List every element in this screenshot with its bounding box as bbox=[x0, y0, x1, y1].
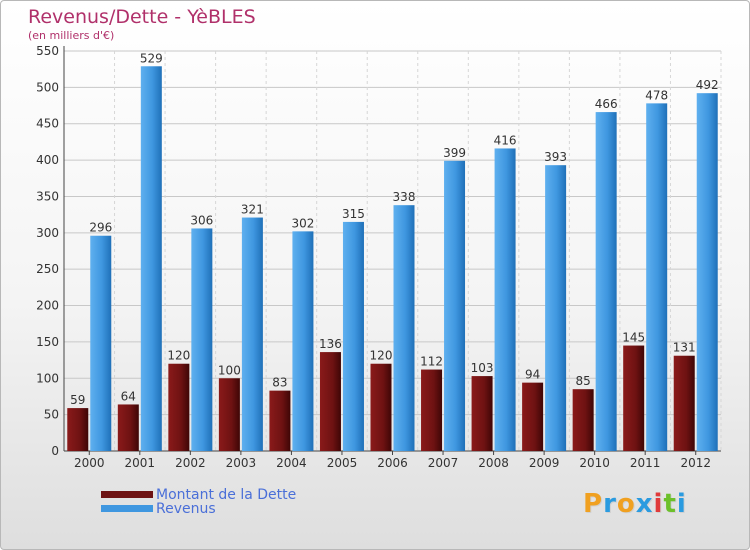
data-label: 321 bbox=[241, 203, 264, 217]
data-label: 492 bbox=[696, 78, 719, 92]
x-tick-label: 2010 bbox=[579, 456, 610, 470]
data-label: 315 bbox=[342, 207, 365, 221]
x-tick-label: 2003 bbox=[226, 456, 257, 470]
data-label: 306 bbox=[190, 213, 213, 227]
data-label: 136 bbox=[319, 337, 342, 351]
data-label: 296 bbox=[89, 221, 112, 235]
bar-dette bbox=[471, 376, 493, 451]
logo-letter: t bbox=[663, 489, 677, 519]
x-tick-label: 2000 bbox=[74, 456, 105, 470]
bar-dette bbox=[673, 355, 695, 451]
y-tick-label: 200 bbox=[36, 299, 59, 313]
data-label: 64 bbox=[121, 389, 136, 403]
x-tick-label: 2002 bbox=[175, 456, 206, 470]
legend-swatch-dette bbox=[101, 491, 153, 498]
bar-revenus bbox=[191, 228, 213, 451]
bar-revenus bbox=[696, 93, 718, 451]
data-label: 120 bbox=[167, 349, 190, 363]
logo-letter: i bbox=[653, 489, 664, 519]
bar-revenus bbox=[90, 235, 112, 451]
proxiti-logo: Proxiti bbox=[583, 489, 687, 519]
logo-letter: x bbox=[635, 489, 654, 519]
logo-letter: P bbox=[583, 489, 604, 519]
data-label: 529 bbox=[140, 51, 163, 65]
data-label: 131 bbox=[673, 341, 696, 355]
x-tick-label: 2007 bbox=[428, 456, 459, 470]
x-tick-label: 2005 bbox=[327, 456, 358, 470]
bar-dette bbox=[319, 352, 341, 451]
data-label: 94 bbox=[525, 368, 540, 382]
grid-lines bbox=[63, 50, 722, 452]
x-tick-label: 2008 bbox=[478, 456, 509, 470]
y-tick-label: 50 bbox=[44, 408, 59, 422]
data-label: 478 bbox=[645, 88, 668, 102]
data-label: 399 bbox=[443, 146, 466, 160]
legend-swatch-revenus bbox=[101, 505, 153, 512]
bar-dette bbox=[522, 382, 544, 451]
data-label: 85 bbox=[576, 374, 591, 388]
x-tick-label: 2011 bbox=[630, 456, 661, 470]
y-tick-label: 150 bbox=[36, 335, 59, 349]
bar-dette bbox=[218, 378, 240, 451]
x-tick-label: 2006 bbox=[377, 456, 408, 470]
bar-revenus bbox=[545, 165, 567, 451]
logo-letter: i bbox=[676, 489, 687, 519]
y-tick-label: 450 bbox=[36, 117, 59, 131]
y-tick-label: 0 bbox=[51, 444, 59, 458]
data-label: 59 bbox=[70, 393, 85, 407]
bar-dette bbox=[67, 408, 89, 451]
bar-dette bbox=[117, 404, 139, 451]
data-labels: 59 296 64 529 120 306 100 321 83 302 136 315 120 338 1… bbox=[70, 51, 719, 407]
bar-revenus bbox=[342, 221, 364, 451]
data-label: 466 bbox=[595, 97, 618, 111]
data-label: 103 bbox=[471, 361, 494, 375]
bar-dette bbox=[370, 363, 392, 451]
y-tick-label: 400 bbox=[36, 153, 59, 167]
bar-dette bbox=[572, 389, 594, 451]
data-label: 112 bbox=[420, 355, 443, 369]
y-tick-label: 550 bbox=[36, 44, 59, 58]
y-tick-label: 100 bbox=[36, 371, 59, 385]
bar-dette bbox=[421, 369, 443, 451]
y-tick-label: 500 bbox=[36, 80, 59, 94]
x-tick-label: 2009 bbox=[529, 456, 560, 470]
legend-label-dette: Montant de la Dette bbox=[156, 487, 297, 503]
bar-revenus bbox=[393, 205, 415, 451]
chart-title: Revenus/Dette - YèBLES bbox=[28, 6, 256, 28]
bar-revenus bbox=[646, 103, 668, 451]
bars bbox=[67, 66, 718, 452]
x-tick-label: 2001 bbox=[125, 456, 156, 470]
chart-subtitle: (en milliers d'€) bbox=[28, 29, 115, 42]
bar-revenus bbox=[494, 148, 516, 452]
data-label: 338 bbox=[393, 190, 416, 204]
bar-revenus bbox=[595, 112, 617, 451]
x-tick-label: 2012 bbox=[680, 456, 711, 470]
data-label: 100 bbox=[218, 363, 241, 377]
y-tick-label: 250 bbox=[36, 262, 59, 276]
axes: 0 50 100 150 200 250 300 350 400 450 500 550 2000 200… bbox=[36, 44, 721, 470]
logo-letter: r bbox=[603, 489, 617, 519]
bar-revenus bbox=[444, 160, 466, 451]
y-tick-label: 350 bbox=[36, 189, 59, 203]
data-label: 145 bbox=[622, 331, 645, 345]
bar-revenus bbox=[140, 66, 162, 451]
data-label: 416 bbox=[494, 133, 517, 147]
data-label: 83 bbox=[272, 376, 287, 390]
bar-dette bbox=[623, 345, 645, 451]
x-tick-label: 2004 bbox=[276, 456, 307, 470]
bar-dette bbox=[168, 363, 190, 451]
y-tick-label: 300 bbox=[36, 226, 59, 240]
bar-dette bbox=[269, 390, 291, 451]
data-label: 393 bbox=[544, 150, 567, 164]
data-label: 120 bbox=[370, 349, 393, 363]
legend-label-revenus: Revenus bbox=[156, 501, 216, 517]
data-label: 302 bbox=[291, 216, 314, 230]
logo-letter: o bbox=[616, 489, 636, 519]
bar-revenus bbox=[241, 217, 263, 451]
bar-revenus bbox=[292, 231, 314, 451]
